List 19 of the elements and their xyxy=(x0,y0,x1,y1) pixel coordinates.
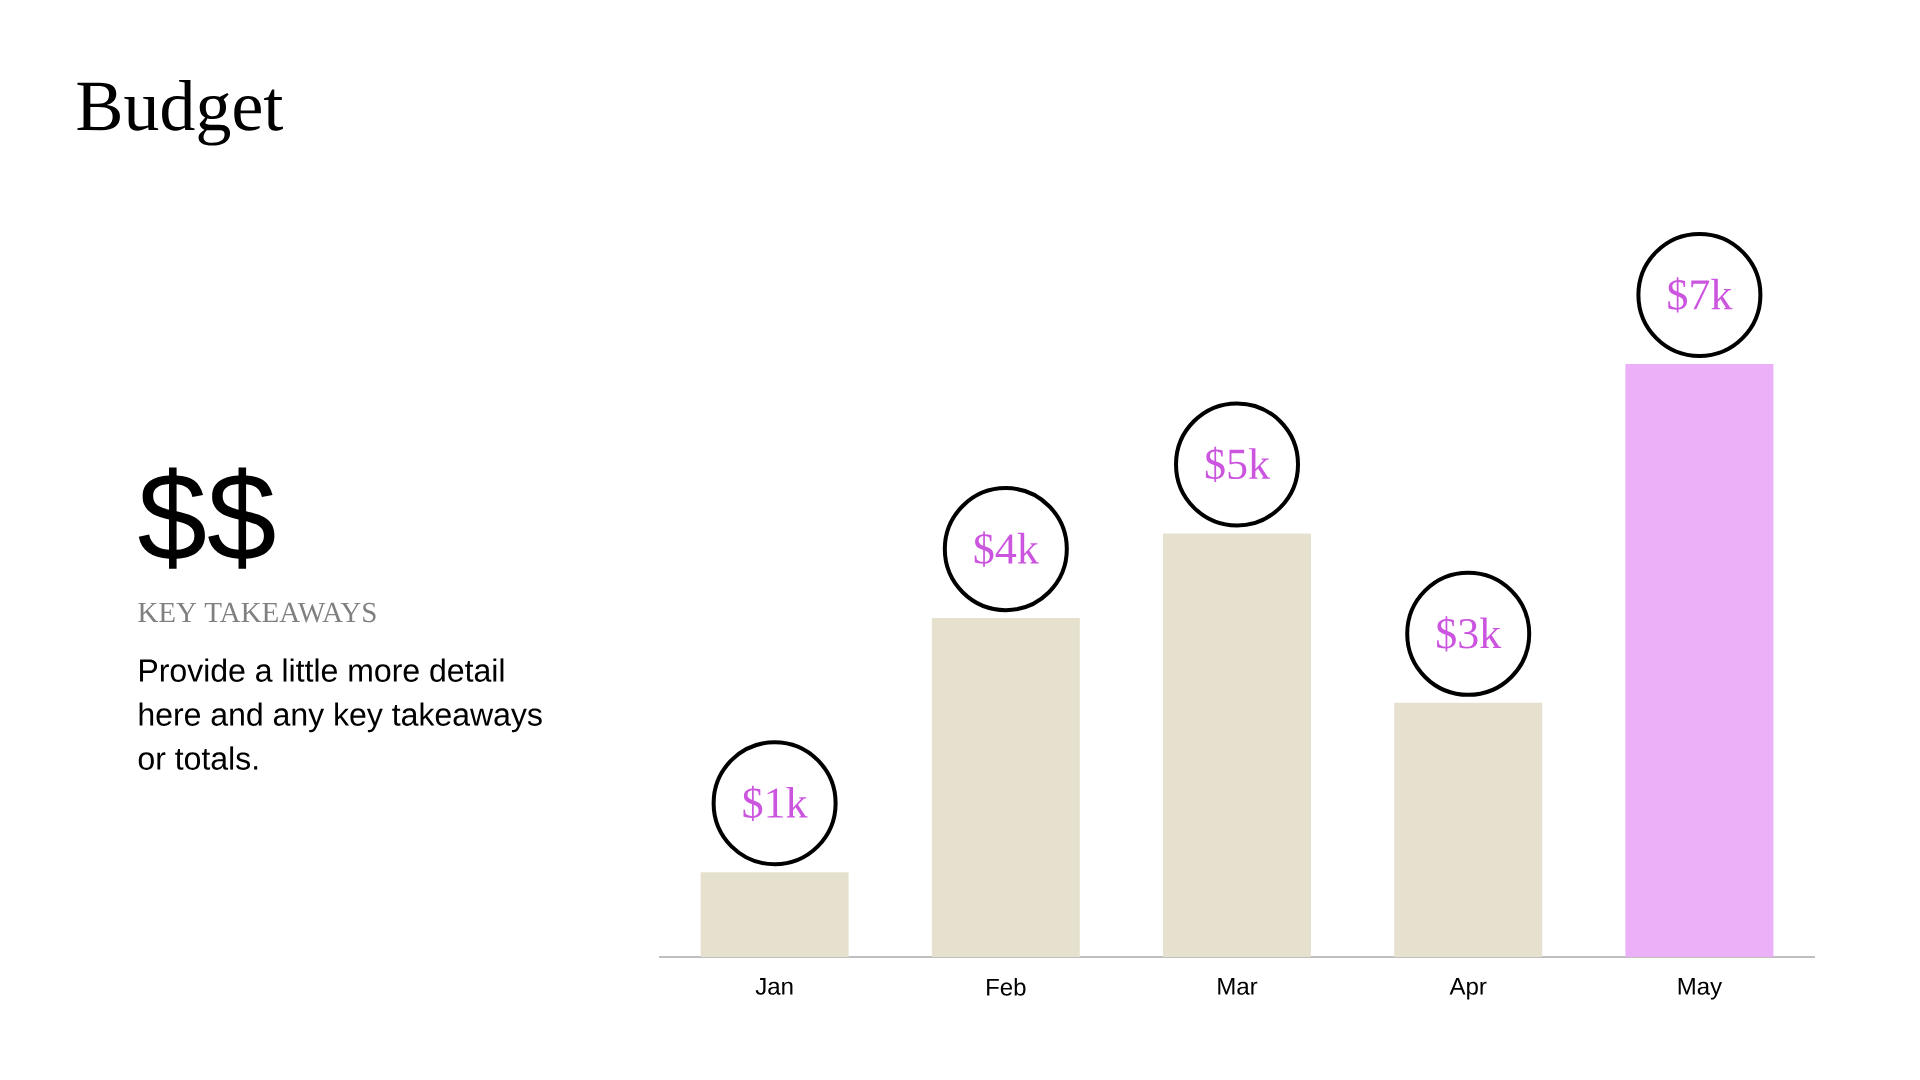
x-tick-label: Apr xyxy=(1449,978,1487,1000)
data-label: $3k xyxy=(1437,616,1502,652)
x-tick-label: Mar xyxy=(1218,978,1258,995)
x-tick-label: May xyxy=(1678,978,1723,1000)
text: $$ xyxy=(138,467,275,569)
bar xyxy=(700,872,849,957)
data-label: $4k xyxy=(974,531,1039,567)
text: Provide a little more detail here and any key takeaways or totals. xyxy=(138,658,542,770)
bar xyxy=(1163,533,1312,957)
text: KEY TAKEAWAYS xyxy=(138,602,376,623)
bar xyxy=(1625,363,1774,957)
data-label: $7k xyxy=(1668,277,1733,313)
chart-title: Budget xyxy=(77,80,283,146)
x-tick-label: Jan xyxy=(755,978,793,995)
bar xyxy=(931,618,1080,957)
x-tick-label: Feb xyxy=(987,978,1026,996)
bar xyxy=(1394,702,1543,957)
data-label: $5k xyxy=(1205,446,1271,483)
data-label: $1k xyxy=(743,785,808,821)
